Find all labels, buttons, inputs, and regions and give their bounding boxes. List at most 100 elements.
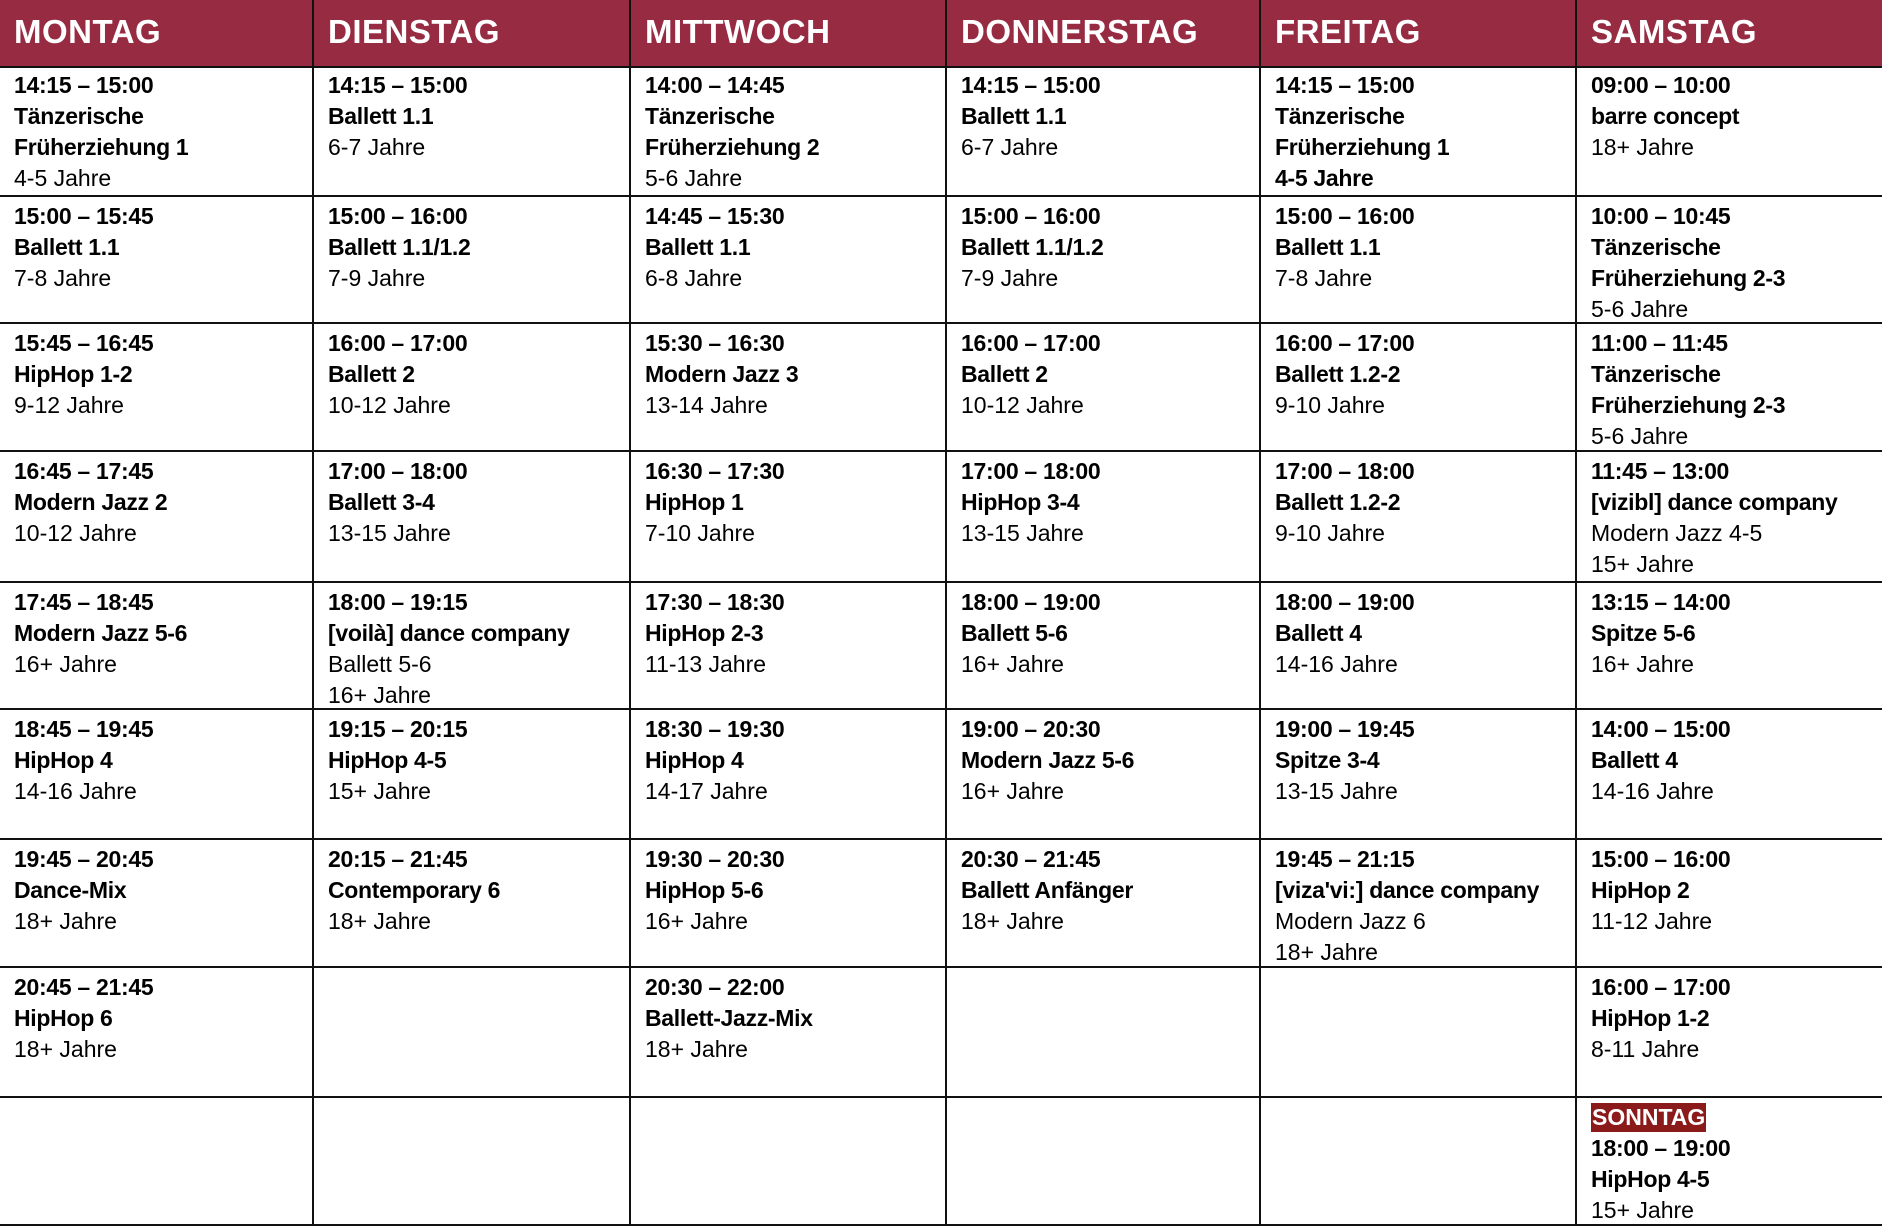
class-time: 15:00 – 16:00 bbox=[328, 203, 468, 229]
class-title: Ballett 2 bbox=[328, 361, 415, 387]
empty-cell bbox=[0, 1098, 314, 1226]
class-title: [voilà] dance company bbox=[328, 620, 570, 646]
day-header-mittwoch: MITTWOCH bbox=[631, 0, 947, 66]
class-detail: Modern Jazz 6 bbox=[1275, 908, 1426, 934]
schedule-cell: 15:00 – 16:00 Ballett 1.1 7-8 Jahre bbox=[1261, 197, 1577, 324]
class-time: 17:30 – 18:30 bbox=[645, 589, 785, 615]
class-detail: 11-13 Jahre bbox=[645, 651, 767, 677]
class-detail: 6-7 Jahre bbox=[328, 134, 426, 160]
empty-cell bbox=[947, 968, 1261, 1098]
schedule-cell: 15:00 – 16:00 Ballett 1.1/1.2 7-9 Jahre bbox=[314, 197, 631, 324]
class-time: 11:45 – 13:00 bbox=[1591, 458, 1730, 484]
class-detail: 18+ Jahre bbox=[961, 908, 1064, 934]
class-time: 17:45 – 18:45 bbox=[14, 589, 154, 615]
schedule-cell: 14:00 – 14:45 Tänzerische Früherziehung 2 5… bbox=[631, 66, 947, 197]
schedule-cell: 19:00 – 20:30 Modern Jazz 5-6 16+ Jahre bbox=[947, 710, 1261, 840]
class-detail: 7-8 Jahre bbox=[14, 265, 112, 291]
class-title: Modern Jazz 5-6 bbox=[14, 620, 188, 646]
class-title: Ballett 1.1 bbox=[1275, 234, 1381, 260]
class-detail: 7-9 Jahre bbox=[961, 265, 1059, 291]
class-title: Ballett 1.1 bbox=[328, 103, 434, 129]
class-title: Dance-Mix bbox=[14, 877, 127, 903]
schedule-cell: 11:45 – 13:00 [vizibl] dance company Moder… bbox=[1577, 452, 1882, 583]
class-time: 14:15 – 15:00 bbox=[14, 72, 154, 98]
class-time: 11:00 – 11:45 bbox=[1591, 330, 1728, 356]
class-title: Ballett 1.1 bbox=[14, 234, 120, 260]
class-time: 17:00 – 18:00 bbox=[1275, 458, 1415, 484]
class-title: Tänzerische bbox=[1591, 361, 1721, 387]
class-title: Ballett 3-4 bbox=[328, 489, 435, 515]
class-time: 18:00 – 19:00 bbox=[1591, 1135, 1731, 1161]
class-title: Ballett 4 bbox=[1275, 620, 1362, 646]
class-title: HipHop 2-3 bbox=[645, 620, 764, 646]
schedule-cell: 20:30 – 21:45 Ballett Anfänger 18+ Jahre bbox=[947, 840, 1261, 968]
class-detail: 13-15 Jahre bbox=[1275, 778, 1398, 804]
schedule-cell: 19:30 – 20:30 HipHop 5-6 16+ Jahre bbox=[631, 840, 947, 968]
schedule-cell: 14:15 – 15:00 Tänzerische Früherziehung 1 4… bbox=[0, 66, 314, 197]
class-title: Ballett 1.1/1.2 bbox=[328, 234, 471, 260]
class-detail: 13-15 Jahre bbox=[328, 520, 451, 546]
class-title: Ballett 1.2-2 bbox=[1275, 361, 1401, 387]
class-detail: 6-8 Jahre bbox=[645, 265, 743, 291]
day-header-samstag: SAMSTAG bbox=[1577, 0, 1882, 66]
schedule-cell: 17:00 – 18:00 Ballett 3-4 13-15 Jahre bbox=[314, 452, 631, 583]
class-title: HipHop 3-4 bbox=[961, 489, 1080, 515]
schedule-cell: 15:45 – 16:45 HipHop 1-2 9-12 Jahre bbox=[0, 324, 314, 452]
class-time: 18:00 – 19:00 bbox=[1275, 589, 1415, 615]
schedule-cell: SONNTAG 18:00 – 19:00 HipHop 4-5 15+ Jahre bbox=[1577, 1098, 1882, 1226]
class-title: Ballett Anfänger bbox=[961, 877, 1133, 903]
class-detail: 5-6 Jahre bbox=[1591, 296, 1689, 322]
day-header-donnerstag: DONNERSTAG bbox=[947, 0, 1261, 66]
class-time: 18:30 – 19:30 bbox=[645, 716, 785, 742]
class-title: HipHop 4 bbox=[645, 747, 744, 773]
schedule-cell: 18:00 – 19:00 Ballett 4 14-16 Jahre bbox=[1261, 583, 1577, 710]
class-time: 19:30 – 20:30 bbox=[645, 846, 785, 872]
schedule-cell: 16:00 – 17:00 Ballett 1.2-2 9-10 Jahre bbox=[1261, 324, 1577, 452]
class-title: [viza'vi:] dance company bbox=[1275, 877, 1540, 903]
schedule-cell: 16:00 – 17:00 Ballett 2 10-12 Jahre bbox=[314, 324, 631, 452]
schedule-cell: 17:00 – 18:00 HipHop 3-4 13-15 Jahre bbox=[947, 452, 1261, 583]
class-detail: 11-12 Jahre bbox=[1591, 908, 1713, 934]
schedule-cell: 17:45 – 18:45 Modern Jazz 5-6 16+ Jahre bbox=[0, 583, 314, 710]
schedule-cell: 19:45 – 21:15 [viza'vi:] dance company Mod… bbox=[1261, 840, 1577, 968]
class-detail: 4-5 Jahre bbox=[14, 165, 112, 191]
class-time: 14:00 – 15:00 bbox=[1591, 716, 1731, 742]
class-time: 20:15 – 21:45 bbox=[328, 846, 468, 872]
sunday-label: SONNTAG bbox=[1591, 1102, 1882, 1133]
class-time: 13:15 – 14:00 bbox=[1591, 589, 1731, 615]
schedule-cell: 16:45 – 17:45 Modern Jazz 2 10-12 Jahre bbox=[0, 452, 314, 583]
schedule-cell: 15:00 – 16:00 Ballett 1.1/1.2 7-9 Jahre bbox=[947, 197, 1261, 324]
class-detail: 18+ Jahre bbox=[14, 908, 117, 934]
class-detail: 14-16 Jahre bbox=[1591, 778, 1714, 804]
class-title: Früherziehung 2 bbox=[645, 134, 820, 160]
class-title: HipHop 4 bbox=[14, 747, 113, 773]
class-time: 19:00 – 19:45 bbox=[1275, 716, 1415, 742]
schedule-cell: 18:45 – 19:45 HipHop 4 14-16 Jahre bbox=[0, 710, 314, 840]
class-time: 15:00 – 16:00 bbox=[1591, 846, 1731, 872]
header-divider bbox=[0, 66, 1882, 68]
empty-cell bbox=[314, 1098, 631, 1226]
day-header-freitag: FREITAG bbox=[1261, 0, 1577, 66]
class-title: 4-5 Jahre bbox=[1275, 165, 1374, 191]
class-time: 18:00 – 19:00 bbox=[961, 589, 1101, 615]
class-title: Früherziehung 2-3 bbox=[1591, 392, 1786, 418]
class-title: Früherziehung 1 bbox=[14, 134, 189, 160]
class-detail: 8-11 Jahre bbox=[1591, 1036, 1700, 1062]
class-title: HipHop 4-5 bbox=[1591, 1166, 1710, 1192]
class-time: 18:45 – 19:45 bbox=[14, 716, 154, 742]
class-title: Modern Jazz 3 bbox=[645, 361, 799, 387]
class-title: HipHop 6 bbox=[14, 1005, 113, 1031]
schedule-cell: 19:15 – 20:15 HipHop 4-5 15+ Jahre bbox=[314, 710, 631, 840]
schedule-cell: 20:30 – 22:00 Ballett-Jazz-Mix 18+ Jahre bbox=[631, 968, 947, 1098]
class-time: 20:30 – 22:00 bbox=[645, 974, 785, 1000]
class-detail: 14-17 Jahre bbox=[645, 778, 768, 804]
class-time: 20:30 – 21:45 bbox=[961, 846, 1101, 872]
class-title: HipHop 1-2 bbox=[14, 361, 133, 387]
class-time: 18:00 – 19:15 bbox=[328, 589, 468, 615]
day-header-dienstag: DIENSTAG bbox=[314, 0, 631, 66]
class-time: 14:15 – 15:00 bbox=[961, 72, 1101, 98]
class-time: 17:00 – 18:00 bbox=[328, 458, 468, 484]
class-detail: 9-10 Jahre bbox=[1275, 520, 1385, 546]
class-detail: 10-12 Jahre bbox=[328, 392, 451, 418]
class-title: Contemporary 6 bbox=[328, 877, 501, 903]
